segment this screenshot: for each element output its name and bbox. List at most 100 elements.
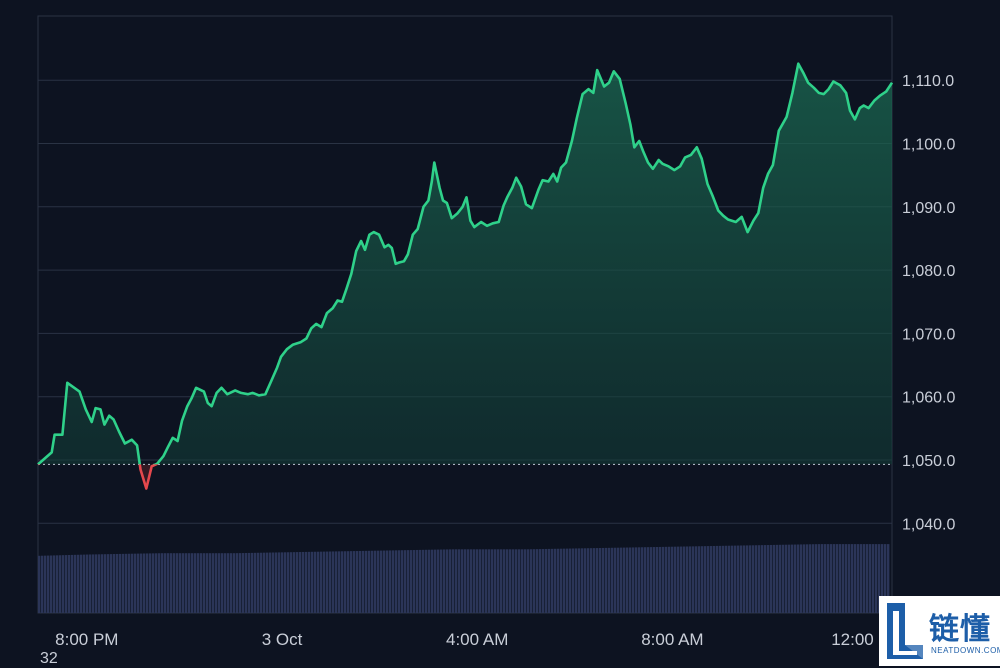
x-tick-label: 3 Oct: [262, 630, 303, 649]
volume-bar: [716, 545, 719, 613]
volume-bar: [113, 554, 116, 613]
volume-bar: [68, 555, 71, 613]
volume-bar: [563, 548, 566, 613]
y-tick-label: 1,080.0: [902, 263, 955, 280]
volume-bar: [203, 553, 206, 613]
volume-bar: [659, 546, 662, 613]
volume-bar: [371, 550, 374, 613]
volume-bar: [158, 553, 161, 613]
volume-bar: [38, 555, 41, 613]
volume-bar: [530, 549, 533, 613]
volume-bar: [587, 548, 590, 613]
volume-bar: [425, 549, 428, 613]
volume-bar: [386, 550, 389, 613]
volume-bar: [266, 552, 269, 613]
volume-bar: [77, 554, 80, 613]
volume-bar: [578, 548, 581, 613]
volume-bar: [851, 544, 854, 613]
volume-bar: [887, 544, 890, 613]
volume-bar: [368, 550, 371, 613]
volume-bar: [488, 549, 491, 613]
volume-bar: [56, 555, 59, 613]
volume-bar: [776, 544, 779, 613]
volume-bar: [554, 548, 557, 613]
volume-bar: [320, 551, 323, 613]
y-tick-label: 1,050.0: [902, 453, 955, 470]
volume-bar: [74, 554, 77, 613]
volume-bar: [404, 550, 407, 613]
volume-bar: [452, 549, 455, 613]
volume-bar: [41, 555, 44, 613]
volume-bar: [863, 544, 866, 613]
volume-bar: [170, 553, 173, 613]
y-tick-label: 1,110.0: [902, 73, 954, 90]
volume-bar: [413, 550, 416, 613]
volume-bar: [746, 545, 749, 613]
volume-bar: [455, 549, 458, 613]
volume-bar: [536, 549, 539, 613]
volume-bar: [428, 549, 431, 613]
volume-bar: [539, 549, 542, 613]
volume-bar: [440, 549, 443, 613]
volume-bar: [83, 554, 86, 613]
volume-bar: [407, 550, 410, 613]
volume-bar: [857, 544, 860, 613]
volume-bar: [143, 553, 146, 613]
volume-bar: [176, 553, 179, 613]
volume-bar: [815, 544, 818, 613]
volume-bar: [461, 549, 464, 613]
volume-bar: [674, 546, 677, 613]
volume-bar: [566, 548, 569, 613]
volume-bar: [485, 549, 488, 613]
y-axis: 1,040.0 1,050.0 1,060.0 1,070.0 1,080.0 1,090…: [902, 73, 955, 533]
volume-bar: [401, 550, 404, 613]
volume-bar: [839, 544, 842, 613]
volume-bar: [473, 549, 476, 613]
volume-bar: [590, 548, 593, 613]
volume-bar: [275, 552, 278, 613]
x-tick-label: 4:00 AM: [446, 630, 508, 649]
watermark-logo: 链懂 NEATDOWN.COM: [879, 596, 1000, 666]
volume-bar: [164, 553, 167, 613]
volume-bar: [50, 555, 53, 613]
volume-bar: [122, 553, 125, 613]
volume-bar: [788, 544, 791, 613]
volume-bar: [635, 547, 638, 613]
volume-bar: [212, 553, 215, 613]
volume-bar: [227, 553, 230, 613]
volume-bar: [200, 553, 203, 613]
volume-bar: [323, 551, 326, 613]
volume-bar: [875, 544, 878, 613]
volume-bar: [89, 554, 92, 613]
volume-bar: [62, 555, 65, 613]
volume-bar: [245, 552, 248, 613]
y-tick-label: 1,070.0: [902, 326, 955, 343]
volume-bar: [695, 546, 698, 613]
volume-bar: [617, 547, 620, 613]
volume-bar: [335, 551, 338, 613]
volume-bar: [767, 545, 770, 613]
volume-bar: [731, 545, 734, 613]
price-area: [38, 63, 892, 489]
volume-bar: [314, 551, 317, 613]
volume-bar: [629, 547, 632, 613]
volume-bar: [794, 544, 797, 613]
volume-bar: [446, 549, 449, 613]
volume-bar: [131, 553, 134, 613]
volume-bar: [434, 549, 437, 613]
volume-bar: [701, 546, 704, 613]
volume-bar: [569, 548, 572, 613]
volume-bar: [725, 545, 728, 613]
volume-bar: [509, 549, 512, 613]
volume-bar: [101, 554, 104, 613]
volume-bar: [152, 553, 155, 613]
volume-bar: [236, 553, 239, 613]
volume-bar: [692, 546, 695, 613]
volume-bar: [218, 553, 221, 613]
volume-bar: [71, 554, 74, 613]
volume-bar: [512, 549, 515, 613]
volume-bar: [503, 549, 506, 613]
volume-bar: [230, 553, 233, 613]
volume-bar: [359, 550, 362, 613]
volume-bar: [560, 548, 563, 613]
